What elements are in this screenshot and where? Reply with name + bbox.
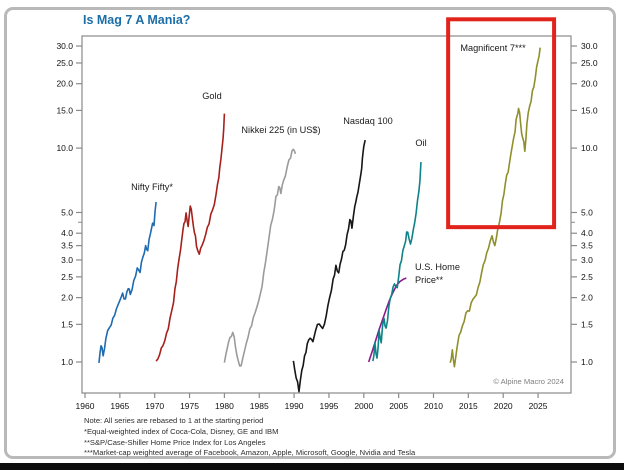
y-axis-label-left: 25.0 [56, 58, 73, 68]
y-axis-label-right: 20.0 [581, 79, 598, 89]
y-axis-label-right: 2.5 [581, 272, 593, 282]
series-label-magnificent-7: Magnificent 7*** [460, 43, 526, 53]
series-path-gold [155, 113, 226, 362]
x-axis-label: 2010 [424, 401, 443, 411]
series-label-oil: Oil [415, 138, 426, 148]
footnote-line: ***Market-cap weighted average of Facebo… [84, 448, 416, 458]
y-axis-label-left: 20.0 [56, 79, 73, 89]
series-path-nikkei-225-in-us [223, 148, 297, 367]
window-border [4, 7, 616, 459]
y-axis-label-left: 3.5 [61, 241, 73, 251]
y-axis-label-left: 2.5 [61, 272, 73, 282]
footnotes-block: Note: All series are rebased to 1 at the… [84, 416, 415, 459]
x-axis-label: 1995 [319, 401, 338, 411]
y-axis-label-right: 30.0 [581, 41, 598, 51]
y-axis-label-right: 1.5 [581, 319, 593, 329]
series-path-nifty-fifty [98, 201, 157, 363]
highlight-box [446, 17, 557, 230]
x-axis-label: 1970 [145, 401, 164, 411]
x-axis-label: 1990 [285, 401, 304, 411]
footnote-line: **S&P/Case-Shiller Home Price Index for … [84, 437, 266, 447]
series-label-u-s-home-price: Price** [415, 275, 444, 285]
x-axis-label: 1985 [250, 401, 269, 411]
series-label-nikkei-225-in-us: Nikkei 225 (in US$) [241, 125, 320, 135]
x-axis-label: 1965 [110, 401, 129, 411]
y-axis-label-left: 30.0 [56, 41, 73, 51]
series-path-magnificent-7 [449, 47, 541, 368]
x-axis-label: 2005 [389, 401, 408, 411]
y-axis-label-left: 5.0 [61, 207, 73, 217]
y-axis-label-right: 25.0 [581, 58, 598, 68]
y-axis-label-left: 3.0 [61, 255, 73, 265]
x-axis-label: 1980 [215, 401, 234, 411]
x-axis-label: 1960 [76, 401, 95, 411]
chart-title: Is Mag 7 A Mania? [83, 13, 191, 27]
y-axis-label-left: 15.0 [56, 105, 73, 115]
y-axis-label-right: 10.0 [581, 143, 598, 153]
y-axis-label-right: 3.0 [581, 255, 593, 265]
series-path-oil [372, 162, 422, 362]
series-label-u-s-home-price: U.S. Home [415, 262, 460, 272]
x-axis-label: 2025 [529, 401, 548, 411]
x-axis-label: 2000 [354, 401, 373, 411]
series-label-nifty-fifty: Nifty Fifty* [131, 182, 173, 192]
y-axis-label-right: 2.0 [581, 293, 593, 303]
attribution-text: © Alpine Macro 2024 [493, 377, 564, 386]
footnote-line: *Equal-weighted index of Coca-Cola, Disn… [84, 426, 279, 436]
x-axis-label: 1975 [180, 401, 199, 411]
x-axis-label: 2015 [459, 401, 478, 411]
y-axis-label-right: 5.0 [581, 207, 593, 217]
series-label-gold: Gold [202, 91, 221, 101]
y-axis-label-left: 10.0 [56, 143, 73, 153]
y-axis-label-left: 4.0 [61, 228, 73, 238]
y-axis-label-left: 2.0 [61, 293, 73, 303]
series-label-nasdaq-100: Nasdaq 100 [343, 116, 393, 126]
y-axis-label-right: 1.0 [581, 357, 593, 367]
y-axis-label-right: 15.0 [581, 105, 598, 115]
series-path-nasdaq-100 [292, 139, 366, 393]
x-axis-label: 2020 [494, 401, 513, 411]
plot-frame [81, 35, 572, 394]
y-axis-label-left: 1.0 [61, 357, 73, 367]
bottom-edge-bar [0, 463, 624, 470]
y-axis-label-right: 4.0 [581, 228, 593, 238]
y-axis-label-right: 3.5 [581, 241, 593, 251]
footnote-line: Note: All series are rebased to 1 at the… [84, 416, 264, 425]
y-axis-label-left: 1.5 [61, 319, 73, 329]
